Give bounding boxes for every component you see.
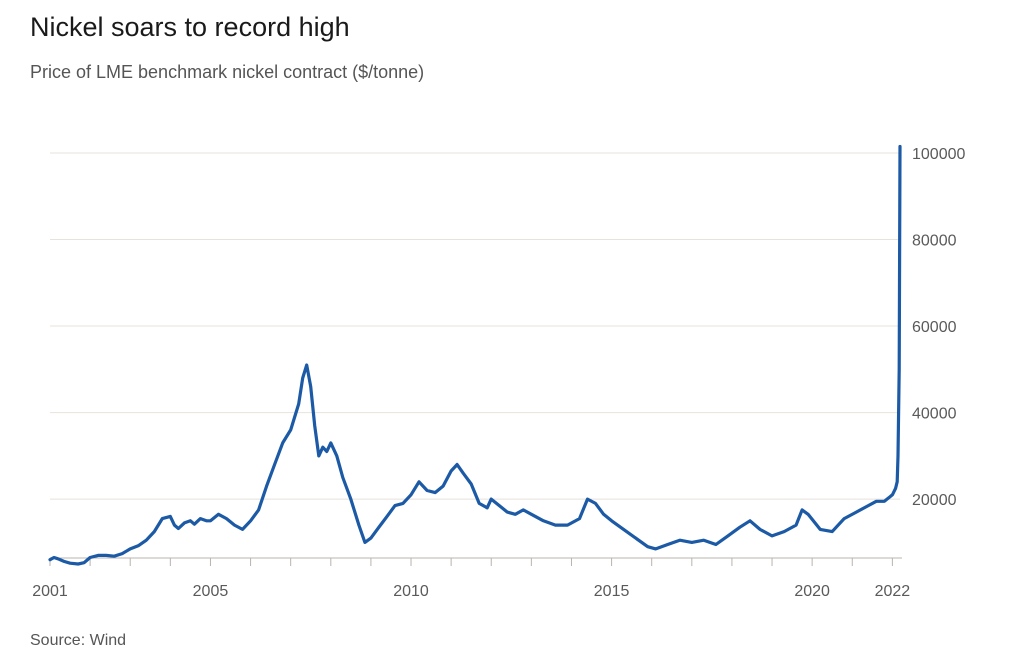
gridlines bbox=[50, 152, 900, 500]
y-tick-label: 80000 bbox=[912, 233, 957, 250]
x-tick-label: 2010 bbox=[393, 583, 429, 600]
y-tick-label: 20000 bbox=[912, 492, 957, 509]
y-axis-labels: 20000 40000 60000 80000 100000 bbox=[912, 146, 965, 509]
x-axis-labels: 2001 2005 2010 2015 2020 2022 bbox=[32, 583, 910, 600]
x-tick-label: 2001 bbox=[32, 583, 68, 600]
series-layer bbox=[48, 144, 902, 566]
x-tick-label: 2005 bbox=[193, 583, 229, 600]
x-tick-label: 2022 bbox=[875, 583, 911, 600]
nickel-price-line bbox=[48, 144, 902, 566]
chart-title: Nickel soars to record high bbox=[30, 12, 350, 42]
y-tick-label: 100000 bbox=[912, 146, 965, 163]
y-tick-label: 40000 bbox=[912, 406, 957, 423]
x-axis bbox=[49, 557, 902, 566]
x-tick-label: 2020 bbox=[794, 583, 830, 600]
y-tick-label: 60000 bbox=[912, 319, 957, 336]
source-note: Source: Wind bbox=[30, 632, 127, 649]
x-tick-label: 2015 bbox=[594, 583, 630, 600]
chart-subtitle: Price of LME benchmark nickel contract (… bbox=[30, 62, 425, 82]
